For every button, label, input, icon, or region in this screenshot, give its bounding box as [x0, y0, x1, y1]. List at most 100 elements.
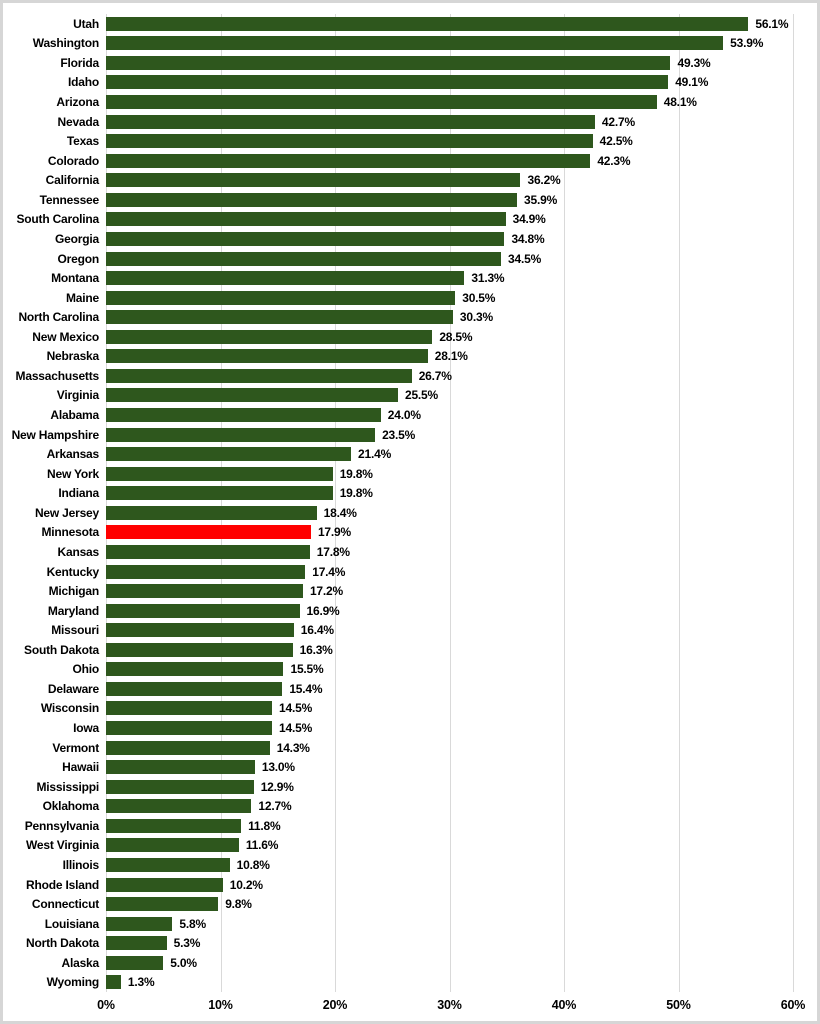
bar [106, 897, 219, 912]
bar-track: 11.8% [106, 818, 793, 833]
state-label: Ohio [72, 662, 99, 677]
bar-track: 14.3% [106, 740, 793, 755]
gridline [564, 14, 565, 992]
bar-row: Missouri 16.4% [3, 620, 817, 640]
state-label: Indiana [58, 486, 99, 501]
state-label: Wyoming [46, 975, 100, 990]
bar [106, 779, 254, 794]
bar-row: Washington 53.9% [3, 34, 817, 54]
value-label: 17.4% [312, 564, 346, 579]
state-label: New York [47, 466, 99, 481]
state-label: Wisconsin [40, 701, 99, 716]
bar [106, 721, 273, 736]
value-label: 42.7% [601, 114, 635, 129]
bar-row: North Dakota 5.3% [3, 933, 817, 953]
bar-track: 49.1% [106, 75, 793, 90]
x-axis-tick: 10% [208, 998, 233, 1012]
value-label: 34.9% [512, 212, 546, 227]
bar-row: North Carolina 30.3% [3, 307, 817, 327]
value-label: 53.9% [730, 36, 764, 51]
bar-row: Oregon 34.5% [3, 249, 817, 269]
bar [106, 231, 505, 246]
bar [106, 486, 333, 501]
bar-row: Michigan 17.2% [3, 581, 817, 601]
bar-track: 56.1% [106, 16, 793, 31]
bar-row: California 36.2% [3, 171, 817, 191]
bar-row: Maine 30.5% [3, 288, 817, 308]
x-axis-tick: 40% [551, 998, 577, 1012]
bar [106, 290, 456, 305]
state-label: Washington [32, 36, 99, 51]
gridline [449, 14, 451, 992]
bar [106, 173, 521, 188]
state-label: Kentucky [46, 564, 100, 579]
bar-track: 36.2% [106, 173, 793, 188]
bar [106, 114, 595, 129]
bar [106, 212, 506, 227]
value-label: 16.4% [300, 623, 334, 638]
bar-row: Wisconsin 14.5% [3, 699, 817, 719]
bar-row: Massachusetts 26.7% [3, 366, 817, 386]
bar-track: 17.4% [106, 564, 793, 579]
bar-track: 10.8% [106, 857, 793, 872]
x-axis-tick: 20% [322, 998, 348, 1012]
bar-row: Montana 31.3% [3, 268, 817, 288]
value-label: 34.5% [508, 251, 542, 266]
value-label: 1.3% [127, 975, 155, 990]
value-label: 49.1% [675, 75, 709, 90]
bar-track: 30.3% [106, 310, 793, 325]
gridline [106, 14, 107, 992]
value-label: 18.4% [323, 505, 357, 520]
bar-track: 18.4% [106, 505, 793, 520]
bar-row: Arizona 48.1% [3, 92, 817, 112]
bar [106, 36, 724, 51]
bar [106, 799, 252, 814]
state-label: Alabama [50, 408, 99, 423]
bar-row: New Jersey 18.4% [3, 503, 817, 523]
bar [106, 681, 283, 696]
value-label: 10.8% [236, 857, 270, 872]
value-label: 11.8% [248, 818, 281, 833]
bar-row: Arkansas 21.4% [3, 444, 817, 464]
bar-track: 42.7% [106, 114, 793, 129]
value-label: 12.7% [258, 799, 292, 814]
bar-row: Alabama 24.0% [3, 405, 817, 425]
bar-track: 16.3% [106, 642, 793, 657]
bar-row: Alaska 5.0% [3, 953, 817, 973]
state-label: Montana [51, 271, 99, 286]
bar-track: 9.8% [106, 897, 793, 912]
state-label: Oklahoma [42, 799, 100, 814]
x-axis-tick: 60% [780, 998, 806, 1012]
bar [106, 838, 239, 853]
bar-track: 30.5% [106, 290, 793, 305]
state-label: Michigan [48, 584, 100, 599]
state-label: Delaware [47, 681, 99, 696]
state-label: Arkansas [46, 447, 100, 462]
bar [106, 251, 502, 266]
value-label: 48.1% [663, 95, 697, 110]
bar-row: Minnesota 17.9% [3, 523, 817, 543]
value-label: 34.8% [511, 231, 545, 246]
bar [106, 388, 398, 403]
bar [106, 310, 453, 325]
bar [106, 75, 669, 90]
bar [106, 95, 657, 110]
state-label: Georgia [55, 231, 99, 246]
state-label: Tennessee [39, 192, 100, 207]
bar-track: 28.5% [106, 329, 793, 344]
bar-track: 17.2% [106, 584, 793, 599]
state-label: Louisiana [44, 916, 99, 931]
state-label: Vermont [52, 740, 99, 755]
gridlines [106, 14, 794, 992]
bar-track: 49.3% [106, 55, 793, 70]
bar-track: 5.3% [106, 936, 793, 951]
bar [106, 349, 428, 364]
state-label: Arizona [56, 95, 99, 110]
value-label: 28.5% [439, 329, 473, 344]
bar-track: 21.4% [106, 447, 793, 462]
state-label: Alaska [61, 955, 100, 970]
bar [106, 505, 317, 520]
bar-row: Colorado 42.3% [3, 151, 817, 171]
value-label: 17.2% [309, 584, 343, 599]
state-label: Colorado [47, 153, 99, 168]
